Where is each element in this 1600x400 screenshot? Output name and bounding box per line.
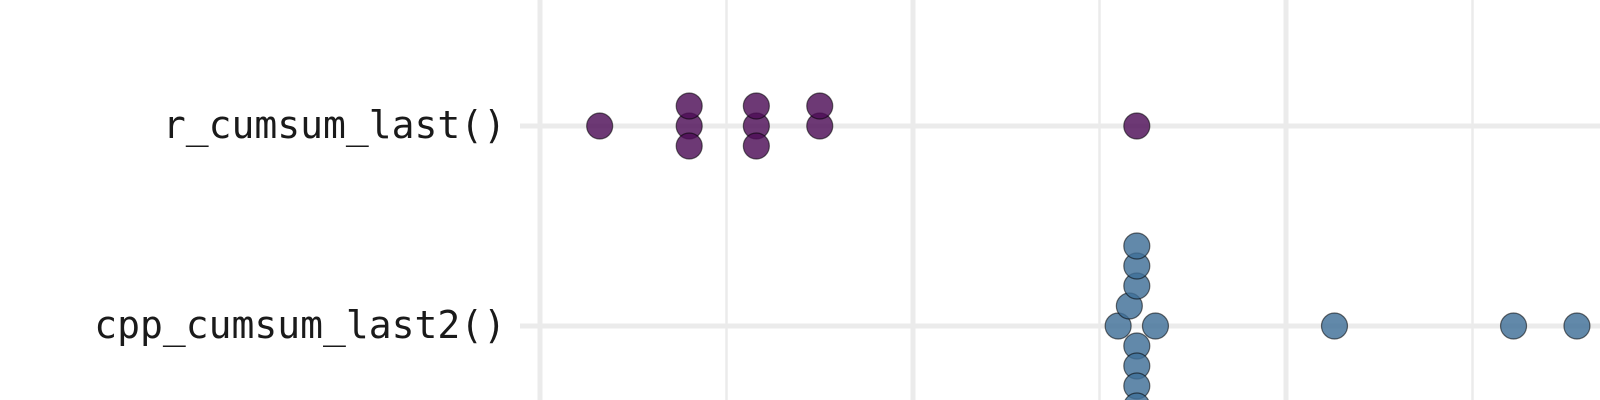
data-point bbox=[807, 93, 833, 119]
data-point bbox=[743, 133, 769, 159]
data-point bbox=[1501, 313, 1527, 339]
points bbox=[587, 93, 1590, 400]
data-point bbox=[676, 133, 702, 159]
category-labels: r_cumsum_last() cpp_cumsum_last2() bbox=[94, 103, 506, 348]
data-point bbox=[1124, 113, 1150, 139]
data-point bbox=[743, 93, 769, 119]
data-point bbox=[676, 93, 702, 119]
data-point bbox=[1321, 313, 1347, 339]
data-point bbox=[1124, 233, 1150, 259]
grid bbox=[520, 0, 1600, 400]
data-point bbox=[1564, 313, 1590, 339]
data-point bbox=[587, 113, 613, 139]
category-label: r_cumsum_last() bbox=[163, 103, 506, 148]
data-point bbox=[1142, 313, 1168, 339]
category-label: cpp_cumsum_last2() bbox=[94, 303, 506, 348]
